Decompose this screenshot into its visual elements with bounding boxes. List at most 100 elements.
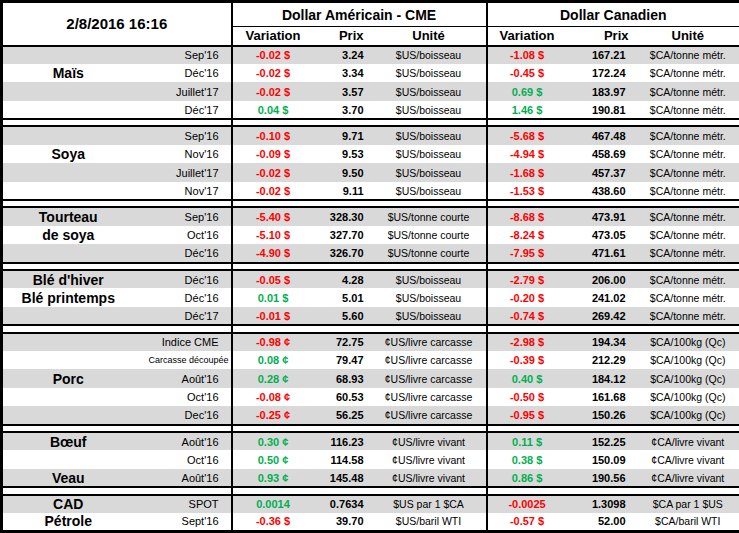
ca-variation-cell: 1.46 $ (487, 101, 567, 119)
us-unite-cell: ¢US/livre vivant (372, 469, 487, 487)
us-variation-cell: -0.98 ¢ (232, 333, 314, 351)
table-row-ble: Déc'17-0.01 $5.60$US/boisseau-0.74 $269.… (2, 307, 739, 325)
us-prix-cell: 145.48 (314, 469, 372, 487)
price-table: 2/8/2016 16:16 Dollar Américain - CME Do… (0, 0, 739, 533)
commodity-label (2, 101, 134, 119)
ca-variation-cell: -0.0025 (487, 495, 567, 513)
ca-unite-cell: $CA/100kg (Qc) (637, 333, 739, 351)
us-prix-cell: 114.58 (314, 450, 372, 468)
ca-variation-cell: -8.24 $ (487, 226, 567, 244)
ca-section-header: Dollar Canadien (487, 2, 739, 27)
ca-unite-cell: $CA/tonne métr. (637, 288, 739, 306)
us-variation-header: Variation (232, 27, 314, 46)
ca-variation-cell: -0.57 $ (487, 513, 567, 532)
ca-variation-cell: -8.68 $ (487, 207, 567, 225)
contract-cell: Sep'16 (134, 46, 232, 64)
us-variation-cell: 0.50 ¢ (232, 450, 314, 468)
us-unite-cell: $US/tonne courte (372, 207, 487, 225)
separator-cell (487, 263, 739, 270)
ca-unite-cell: $CA/tonne métr. (637, 46, 739, 64)
separator-cell (232, 263, 487, 270)
commodity-label: Pétrole (2, 513, 134, 532)
separator-cell (487, 325, 739, 332)
contract-cell: Sep'16 (134, 126, 232, 144)
ca-variation-cell: -1.53 $ (487, 182, 567, 200)
separator-cell (487, 119, 739, 126)
contract-cell: Déc'17 (134, 307, 232, 325)
ca-variation-cell: -1.68 $ (487, 163, 567, 181)
us-variation-cell: -0.02 $ (232, 163, 314, 181)
ca-prix-cell: 438.60 (567, 182, 637, 200)
commodity-label (2, 244, 134, 262)
table-row-boeuf-veau: BœufAoût'160.30 ¢116.23¢US/livre vivant0… (2, 432, 739, 450)
commodity-label: Blé d'hiver (2, 270, 134, 288)
ca-prix-cell: 150.26 (567, 406, 637, 424)
ca-unite-header: Unité (637, 27, 739, 46)
ca-variation-cell: 0.11 $ (487, 432, 567, 450)
commodity-label: de soya (2, 226, 134, 244)
timestamp: 2/8/2016 16:16 (2, 2, 232, 46)
us-unite-cell: $US/boisseau (372, 288, 487, 306)
ca-variation-cell: -0.50 $ (487, 388, 567, 406)
us-prix-cell: 327.70 (314, 226, 372, 244)
section-separator (2, 263, 739, 270)
ca-unite-cell: $CA/tonne métr. (637, 145, 739, 163)
commodity-label (2, 406, 134, 424)
commodity-label (2, 46, 134, 64)
contract-cell: Déc'16 (134, 244, 232, 262)
ca-unite-cell: $CA/tonne métr. (637, 207, 739, 225)
us-prix-cell: 326.70 (314, 244, 372, 262)
us-prix-header: Prix (314, 27, 372, 46)
us-unite-cell: $US/boisseau (372, 163, 487, 181)
separator-cell (2, 425, 232, 432)
separator-cell (2, 119, 232, 126)
ca-variation-cell: -0.45 $ (487, 64, 567, 82)
table-row-porc: Oct'16-0.08 ¢60.53¢US/livre carcasse-0.5… (2, 388, 739, 406)
separator-cell (232, 325, 487, 332)
table-row-mais: MaïsDéc'16-0.02 $3.34$US/boisseau-0.45 $… (2, 64, 739, 82)
contract-cell: Déc'16 (134, 270, 232, 288)
us-prix-cell: 3.70 (314, 101, 372, 119)
us-unite-cell: $US/boisseau (372, 82, 487, 100)
ca-prix-cell: 241.02 (567, 288, 637, 306)
us-unite-cell: ¢US/livre carcasse (372, 369, 487, 387)
commodity-label (2, 351, 134, 369)
us-unite-cell: $US/tonne courte (372, 244, 487, 262)
us-prix-cell: 0.7634 (314, 495, 372, 513)
table-row-cad-petrole: CADSPOT0.00140.7634$US par 1 $CA-0.00251… (2, 495, 739, 513)
commodity-label (2, 126, 134, 144)
ca-prix-cell: 269.42 (567, 307, 637, 325)
ca-prix-cell: 206.00 (567, 270, 637, 288)
us-unite-cell: $US/baril WTI (372, 513, 487, 532)
ca-prix-cell: 1.3098 (567, 495, 637, 513)
commodity-label: Veau (2, 469, 134, 487)
us-variation-cell: -4.90 $ (232, 244, 314, 262)
separator-cell (487, 487, 739, 494)
ca-unite-cell: $CA/100kg (Qc) (637, 369, 739, 387)
separator-cell (487, 200, 739, 207)
table-row-mais: Sep'16-0.02 $3.24$US/boisseau-1.08 $167.… (2, 46, 739, 64)
us-unite-cell: ¢US/livre vivant (372, 432, 487, 450)
ca-unite-cell: $CA/100kg (Qc) (637, 388, 739, 406)
ca-prix-cell: 161.68 (567, 388, 637, 406)
us-unite-cell: $US/tonne courte (372, 226, 487, 244)
section-separator (2, 325, 739, 332)
us-prix-cell: 9.53 (314, 145, 372, 163)
us-variation-cell: 0.0014 (232, 495, 314, 513)
separator-cell (2, 200, 232, 207)
ca-prix-cell: 190.81 (567, 101, 637, 119)
table-row-soya: Juillet'17-0.02 $9.50$US/boisseau-1.68 $… (2, 163, 739, 181)
table-row-tourteau-de-soya: TourteauSep'16-5.40 $328.30$US/tonne cou… (2, 207, 739, 225)
contract-cell: Juillet'17 (134, 163, 232, 181)
ca-prix-cell: 150.09 (567, 450, 637, 468)
us-variation-cell: -0.01 $ (232, 307, 314, 325)
commodity-label (2, 163, 134, 181)
table-row-porc: PorcAoût'160.28 ¢68.93¢US/livre carcasse… (2, 369, 739, 387)
commodity-label (2, 388, 134, 406)
ca-prix-cell: 183.97 (567, 82, 637, 100)
us-unite-cell: $US/boisseau (372, 46, 487, 64)
us-variation-cell: -0.02 $ (232, 64, 314, 82)
us-unite-cell: $US/boisseau (372, 101, 487, 119)
us-prix-cell: 116.23 (314, 432, 372, 450)
ca-variation-cell: -0.74 $ (487, 307, 567, 325)
